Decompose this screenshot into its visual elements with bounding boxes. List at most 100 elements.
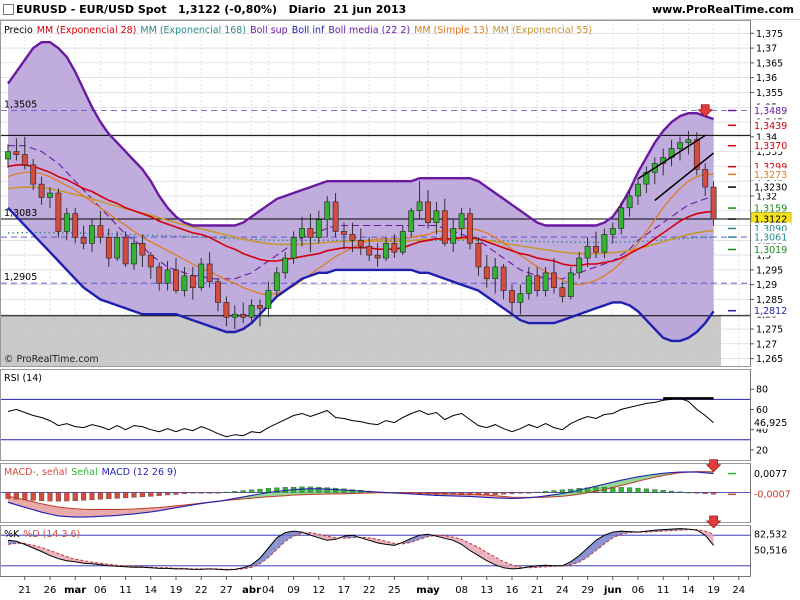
macd-histogram-bar [139, 492, 145, 498]
candle-body [55, 192, 62, 232]
candle-body [265, 290, 272, 309]
macd-histogram-bar [123, 492, 129, 499]
macd-histogram-bar [207, 492, 213, 494]
stochastic-cloud-segment [478, 547, 487, 561]
right-level-label: 1,3439 [754, 121, 787, 132]
stochastic-cloud-segment [318, 534, 328, 541]
price-tick-label: 1,365 [756, 58, 783, 69]
stochastic-legend-item: %D (14 3 6) [23, 529, 80, 540]
time-axis-label: 25 [388, 585, 401, 596]
candle-body [408, 210, 415, 232]
time-axis-label: 22 [195, 585, 208, 596]
candle-body [551, 272, 557, 288]
candle-body [416, 201, 423, 212]
macd-cloud-segment [108, 509, 118, 516]
macd-histogram-bar [501, 492, 507, 495]
stochastic-cloud-segment [486, 552, 496, 565]
candle-body [525, 275, 532, 294]
macd-cloud-segment [268, 491, 277, 497]
time-axis-label: 11 [657, 585, 670, 596]
candle-body [248, 305, 255, 318]
candle-body [164, 269, 171, 284]
right-label-bg [751, 168, 791, 181]
time-axis-label: 21 [531, 585, 544, 596]
last-price: 1,3122 (-0,80%) [178, 3, 278, 16]
macd-cloud-segment [117, 509, 126, 516]
right-label-bg [751, 119, 791, 132]
price-tick-label: 1,295 [756, 265, 783, 276]
stochastic-sell-arrow-icon [705, 515, 722, 529]
macd-histogram-bar [660, 490, 666, 493]
bollinger-lower-line [7, 206, 715, 343]
macd-histogram-bar [39, 492, 45, 502]
price-tick-label: 1,275 [756, 325, 783, 336]
macd-signal-last-value: -0,0007 [754, 490, 791, 501]
time-axis-label: 22 [363, 585, 376, 596]
stochastic-cloud-segment [587, 540, 596, 558]
candle-body [315, 219, 322, 238]
price-tick-label: 1,37 [756, 44, 777, 55]
bollinger-upper-line [7, 41, 715, 227]
macd-histogram-bar [593, 487, 599, 493]
macd-cloud-segment [75, 508, 84, 518]
macd-cloud-segment [50, 505, 59, 516]
candle-body [391, 242, 398, 253]
stochastic-cloud-segment [310, 532, 319, 538]
candle-body [21, 154, 28, 166]
time-axis-label: 08 [455, 585, 468, 596]
bollinger-mid-line [8, 145, 714, 280]
site-url: www.ProRealTime.com [651, 3, 794, 16]
macd-histogram-bar [324, 487, 330, 493]
panel-frame-sto [0, 525, 751, 577]
candle-body [609, 228, 616, 235]
macd-histogram-bar [240, 490, 246, 493]
macd-histogram-bar [5, 492, 11, 499]
candle-body [30, 164, 37, 185]
price-tick-label: 1,36 [756, 73, 777, 84]
time-axis-label: 21 [18, 585, 31, 596]
stochastic-d-line [7, 529, 714, 570]
right-level-label: 1,3230 [754, 183, 787, 194]
time-axis-label: jun [603, 585, 622, 596]
macd-histogram-bar [685, 492, 691, 494]
candle-body [63, 213, 70, 232]
candle-body [147, 254, 154, 268]
price-legend-item: Boll sup [250, 25, 288, 36]
candle-body [635, 183, 641, 197]
macd-histogram-bar [316, 486, 322, 493]
candle-body [223, 302, 230, 318]
time-axis-label: 29 [581, 585, 594, 596]
time-axis-label: 24 [556, 585, 569, 596]
macd-histogram-bar [97, 492, 103, 500]
price-legend-item: MM (Exponencial 168) [140, 25, 246, 36]
price-legend-item: Precio [4, 25, 33, 36]
macd-cloud-segment [100, 509, 109, 517]
macd-histogram-bar [81, 492, 87, 501]
stochastic-cloud-segment [75, 559, 84, 564]
time-axis-label: 04 [262, 585, 275, 596]
candle-body [357, 240, 364, 247]
macd-histogram-bar [64, 492, 70, 502]
price-tick-label: 1,29 [756, 280, 777, 291]
macd-cloud-segment [24, 499, 34, 510]
macd-histogram-bar [274, 487, 280, 493]
rsi-tick-label: 60 [756, 405, 768, 416]
macd-histogram-bar [341, 488, 347, 493]
stochastic-cloud-segment [579, 547, 588, 563]
macd-cloud-segment [83, 509, 92, 518]
panel-checkbox-icon[interactable] [3, 4, 14, 15]
chart-canvas[interactable]: 1,3751,371,3651,361,3551,351,3451,341,33… [0, 20, 800, 600]
candle-body [685, 139, 692, 144]
candle-body [475, 242, 482, 268]
candle-body [97, 225, 104, 238]
candle-body [441, 210, 448, 244]
price-legend-item: MM (Simple 13) [414, 25, 488, 36]
time-axis-label: 09 [287, 585, 300, 596]
time-axis-label: 26 [44, 585, 57, 596]
sell-arrow-icon [697, 104, 713, 118]
macd-histogram-bar [526, 492, 532, 494]
right-level-label: 1,3159 [754, 204, 787, 215]
macd-histogram-bar [618, 487, 624, 493]
macd-histogram-bar [55, 492, 61, 502]
macd-histogram-bar [669, 490, 675, 493]
